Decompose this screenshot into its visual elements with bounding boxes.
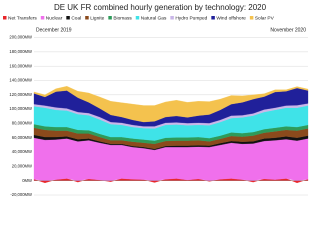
y-tick-label: 80,000MW [12, 121, 32, 126]
legend-swatch [66, 16, 70, 20]
y-tick-label: 100,000MW [9, 106, 32, 111]
legend-swatch [135, 16, 140, 20]
y-tick-label: -20,000MW [10, 192, 32, 197]
legend-swatch [108, 16, 112, 20]
annotation: November 2020 [270, 27, 306, 33]
legend-label: Lignite [90, 15, 104, 21]
chart: DE UK FR combined hourly generation by t… [3, 3, 309, 198]
y-tick-label: 40,000MW [12, 149, 32, 154]
area [33, 86, 309, 123]
y-tick-label: 0MW [22, 178, 32, 183]
y-tick-label: 200,000MW [9, 35, 32, 40]
legend-label: Nuclear [46, 15, 63, 21]
legend-label: Hydro Pumped [175, 15, 207, 21]
annotation: December 2019 [36, 27, 72, 33]
y-tick-label: 140,000MW [9, 78, 32, 83]
legend-label: Biomass [113, 15, 132, 21]
legend-swatch [40, 16, 45, 20]
y-tick-label: 160,000MW [9, 63, 32, 68]
areas [33, 86, 309, 183]
y-tick-label: 60,000MW [12, 135, 32, 140]
legend-swatch [3, 16, 7, 20]
legend-swatch [211, 16, 215, 20]
y-tick-label: 120,000MW [9, 92, 32, 97]
legend-label: Coal [71, 15, 81, 21]
legend-swatch [249, 16, 254, 20]
legend-swatch [170, 16, 174, 20]
legend-swatch [85, 16, 89, 20]
chart-title: DE UK FR combined hourly generation by t… [54, 3, 267, 12]
y-tick-label: 20,000MW [12, 163, 32, 168]
legend-label: Wind offshore [216, 15, 246, 21]
legend-label: Solar PV [255, 15, 275, 21]
legend-label: Natural Gas [141, 15, 167, 21]
y-tick-label: 180,000MW [9, 49, 32, 54]
legend-label: Net Transfers [8, 15, 37, 21]
page: DE UK FR combined hourly generation by t… [3, 3, 309, 198]
